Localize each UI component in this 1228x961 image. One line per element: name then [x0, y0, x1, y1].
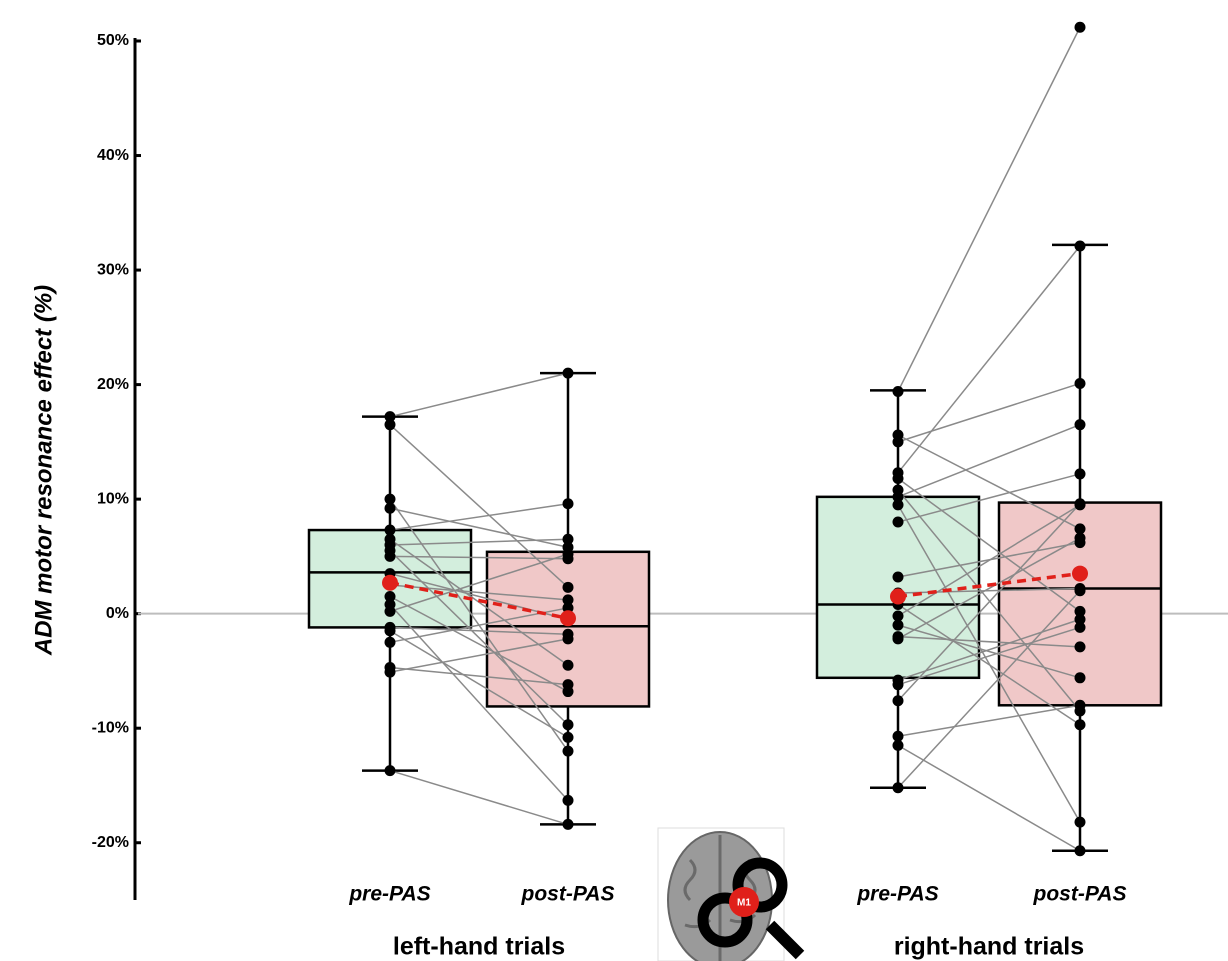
data-point — [385, 625, 396, 636]
data-point — [893, 499, 904, 510]
data-point — [1075, 378, 1086, 389]
data-point — [893, 740, 904, 751]
data-point — [1075, 641, 1086, 652]
data-point — [1075, 498, 1086, 509]
data-point — [1075, 622, 1086, 633]
plot — [138, 22, 1228, 856]
mean-point — [382, 575, 398, 591]
data-point — [563, 498, 574, 509]
pair-line — [898, 425, 1080, 497]
chart: ADM motor resonance effect (%) M1 -20% -1… — [0, 0, 1228, 961]
pair-line — [898, 27, 1080, 391]
data-point — [893, 572, 904, 583]
y-tick-label: 30% — [97, 261, 129, 278]
data-point — [385, 503, 396, 514]
data-point — [385, 419, 396, 430]
data-point — [1075, 817, 1086, 828]
data-point — [385, 765, 396, 776]
data-point — [563, 582, 574, 593]
pair-line — [898, 246, 1080, 473]
data-point — [1075, 419, 1086, 430]
y-tick-label: 10% — [97, 490, 129, 507]
data-point — [385, 606, 396, 617]
data-point — [893, 695, 904, 706]
data-point — [1075, 719, 1086, 730]
pair-line — [898, 383, 1080, 441]
mean-point — [560, 610, 576, 626]
data-point — [1075, 672, 1086, 683]
data-point — [1075, 468, 1086, 479]
data-point — [893, 633, 904, 644]
category-label: pre-PAS — [348, 883, 430, 906]
data-point — [893, 517, 904, 528]
data-point — [563, 633, 574, 644]
data-point — [1075, 241, 1086, 252]
data-point — [893, 386, 904, 397]
data-point — [563, 368, 574, 379]
y-tick-label: 0% — [106, 605, 129, 622]
y-tick-label: 50% — [97, 32, 129, 49]
data-point — [563, 819, 574, 830]
data-point — [385, 637, 396, 648]
group-label: left-hand trials — [393, 933, 565, 961]
y-axis-label: ADM motor resonance effect (%) — [30, 285, 57, 656]
data-point — [563, 679, 574, 690]
data-point — [893, 473, 904, 484]
category-label: post-PAS — [1033, 883, 1127, 906]
data-point — [563, 795, 574, 806]
pair-line — [898, 705, 1080, 736]
category-label: post-PAS — [521, 883, 615, 906]
y-tick-label: 20% — [97, 376, 129, 393]
category-label: pre-PAS — [856, 883, 938, 906]
y-tick-label: -20% — [92, 834, 129, 851]
y-tick-label: 40% — [97, 147, 129, 164]
data-point — [563, 746, 574, 757]
data-point — [893, 620, 904, 631]
pair-line — [390, 373, 568, 417]
mean-point — [890, 588, 906, 604]
data-point — [1075, 533, 1086, 544]
pair-line — [390, 504, 568, 530]
data-point — [563, 719, 574, 730]
data-point — [1075, 845, 1086, 856]
brain-icon: M1 — [658, 828, 800, 961]
data-point — [893, 782, 904, 793]
data-point — [1075, 700, 1086, 711]
m1-label: M1 — [737, 898, 751, 909]
y-tick-label: -10% — [92, 719, 129, 736]
data-point — [563, 732, 574, 743]
data-point — [563, 549, 574, 560]
pair-line — [390, 771, 568, 825]
data-point — [893, 436, 904, 447]
mean-point — [1072, 566, 1088, 582]
data-point — [1075, 22, 1086, 33]
data-point — [385, 667, 396, 678]
data-point — [563, 534, 574, 545]
data-point — [893, 679, 904, 690]
group-label: right-hand trials — [894, 933, 1084, 961]
data-point — [385, 551, 396, 562]
data-point — [563, 660, 574, 671]
pair-line — [898, 745, 1080, 850]
data-point — [1075, 585, 1086, 596]
